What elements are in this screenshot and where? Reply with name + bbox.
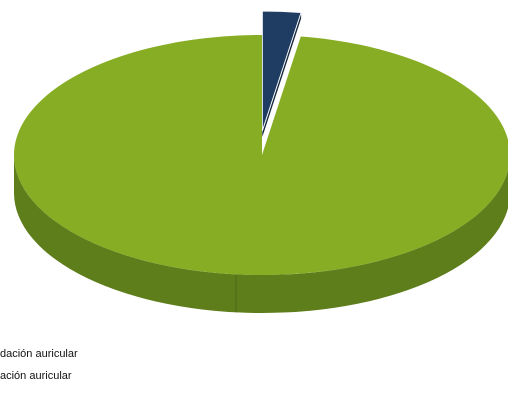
slice-tops [14,10,508,275]
slice-side-0 [14,155,508,313]
slice-0 [14,35,508,275]
chart-legend: dación auricular ación auricular [0,343,300,387]
legend-item-1: ación auricular [0,370,72,382]
slice-1 [261,10,302,132]
legend-item-0: dación auricular [0,348,78,360]
